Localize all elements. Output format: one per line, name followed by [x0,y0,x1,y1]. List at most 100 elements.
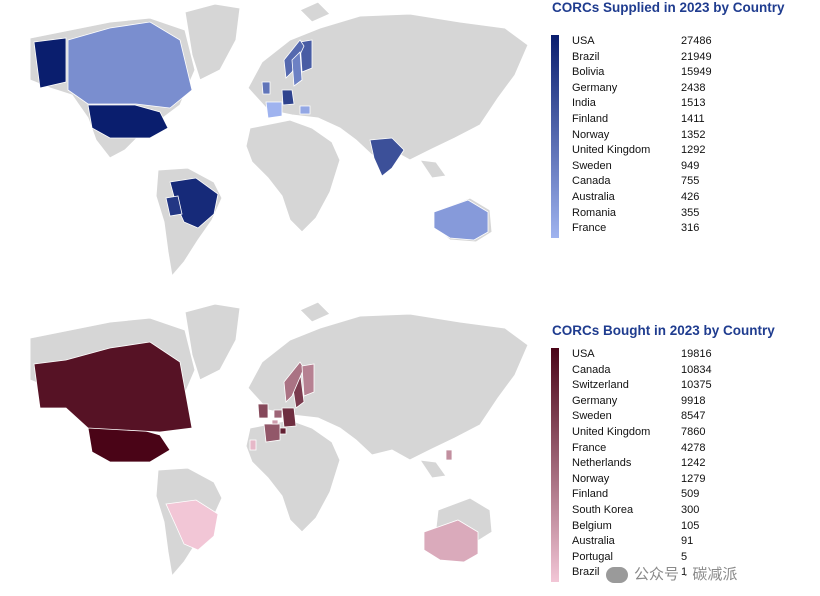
bought-map-panel: CORCs Bought in 2023 by Country USA 19816… [0,300,820,596]
legend-value: 509 [681,488,700,501]
landmass-3 [247,313,529,461]
legend-row: Norway 1279 [572,472,772,487]
legend-value: 300 [681,504,700,516]
legend-country: Belgium [572,519,612,532]
legend-value: 426 [681,191,700,203]
legend-row: United Kingdom 7860 [572,425,772,440]
legend-country: Switzerland [572,379,629,392]
legend-country: USA [572,348,595,360]
landmass-7 [418,159,447,179]
legend-country: Australia [572,535,615,548]
legend-value: 316 [681,222,700,235]
country-france [263,423,281,443]
legend-country: United Kingdom [572,144,651,157]
legend-country: Netherlands [572,457,632,470]
legend-row: France 4278 [572,441,772,456]
legend-row: Finland 1411 [572,112,772,127]
legend-color-bar [551,348,559,582]
legend-country: Germany [572,81,618,94]
supplied-map-panel: CORCs Supplied in 2023 by Country USA 274… [0,0,820,296]
legend-row: Bolivia 15949 [572,65,772,80]
country-finland [301,363,315,397]
legend-country: Germany [572,394,618,407]
legend-row: Germany 2438 [572,81,772,96]
legend-value: 15949 [681,66,712,79]
country-india [369,137,405,177]
legend-row: Portugal 5 [572,550,772,565]
landmass-1 [184,303,241,381]
legend-country: Sweden [572,410,612,423]
legend-row: Brazil 1 [572,565,772,580]
country-canada [33,341,193,433]
legend-row: Canada 10834 [572,363,772,378]
legend-value: 355 [681,206,700,219]
legend-row: Sweden 8547 [572,409,772,424]
legend-color-bar [551,35,559,238]
legend-row: South Korea 300 [572,503,772,518]
country-netherlands [273,409,283,419]
legend-country: France [572,441,607,454]
wechat-icon [606,567,628,584]
legend-country: USA [572,35,595,47]
country-usa [87,427,171,463]
legend-value: 1 [681,566,688,579]
legend-row: Germany 9918 [572,394,772,409]
supplied-world-map [29,1,529,278]
legend-row: United Kingdom 1292 [572,143,772,158]
legend-country: Canada [572,363,611,376]
legend-country: Norway [572,472,610,485]
legend-country: Sweden [572,159,612,172]
legend-value: 1279 [681,472,706,485]
supplied-chart-title: CORCs Supplied in 2023 by Country [552,0,785,15]
landmass-6 [299,1,331,23]
country-france [265,101,283,119]
country-romania [299,105,311,115]
legend-value: 27486 [681,35,712,47]
landmass-7 [418,459,447,479]
country-canada [67,21,193,109]
legend-row: Brazil 21949 [572,50,772,65]
country-usa [33,37,67,89]
legend-country: Brazil [572,566,600,579]
legend-country: Norway [572,128,610,141]
country-brazil [165,499,219,551]
legend-row: USA 19816 [572,347,772,362]
legend-country: India [572,97,596,110]
legend-value: 19816 [681,348,712,360]
legend-row: Netherlands 1242 [572,456,772,471]
legend-value: 8547 [681,410,706,423]
legend-value: 1352 [681,128,706,141]
country-portugal [249,439,257,451]
legend-value: 949 [681,159,700,172]
country-sweden [291,51,303,87]
legend-row: Australia 426 [572,190,772,205]
landmass-3 [247,13,529,161]
legend-value: 7860 [681,426,706,438]
legend-country: Brazil [572,50,600,63]
legend-row: Sweden 949 [572,159,772,174]
legend-country: Romania [572,206,617,219]
legend-country: Australia [572,191,615,203]
legend-value: 5 [681,550,688,563]
legend-value: 1292 [681,144,706,157]
country-belgium [271,419,279,425]
legend-row: Canada 755 [572,174,772,189]
legend-country: France [572,222,607,235]
legend-value: 10375 [681,379,712,392]
legend-value: 1513 [681,97,706,110]
country-bolivia [165,195,183,217]
landmass-4 [245,419,341,533]
legend-value: 10834 [681,363,712,376]
country-australia [423,519,479,563]
legend-row: India 1513 [572,96,772,111]
legend-value: 2438 [681,81,706,94]
country-united-kingdom [257,403,269,419]
legend-row: Belgium 105 [572,519,772,534]
legend-value: 4278 [681,441,706,454]
legend-row: Australia 91 [572,534,772,549]
legend-value: 1242 [681,457,706,470]
country-germany [281,407,297,428]
legend-row: France 316 [572,221,772,236]
legend-country: United Kingdom [572,426,651,438]
legend-row: Switzerland 10375 [572,378,772,393]
